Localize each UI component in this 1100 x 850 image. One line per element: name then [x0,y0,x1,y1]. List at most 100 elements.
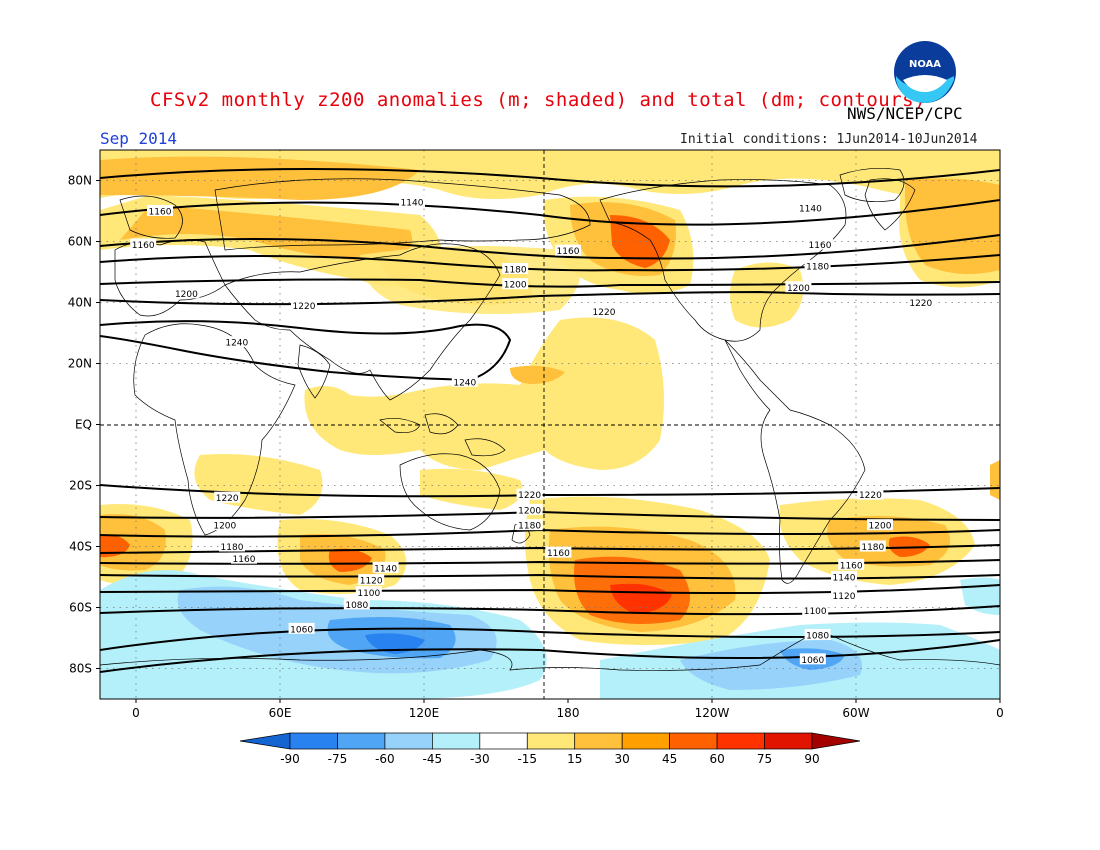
chart-title: CFSv2 monthly z200 anomalies (m; shaded)… [150,89,927,111]
contour-label-bg [372,561,399,573]
coastlines [100,168,1000,671]
contour-label: 1160 [840,561,863,571]
contour-label-bg [173,287,200,299]
contour-label: 1200 [213,522,236,532]
contour-label: 1240 [453,378,476,388]
colorbar-swatch [716,732,765,750]
colorbar-swatch [526,732,576,750]
lon-label: 60E [269,706,292,720]
contour-label-bg [223,336,250,348]
lat-label: 60S [69,601,92,615]
contour-label: 1160 [557,247,580,257]
contour-label-bg [555,244,581,256]
contour-label-bg [838,558,865,570]
contour-label-bg [807,238,833,250]
contour-label: 1060 [290,625,313,635]
colorbar-tick-label: 90 [804,752,819,766]
contour-label: 1140 [401,198,424,208]
contour-label: 1120 [360,577,383,587]
contour-label-bg [231,552,257,564]
colorbar-swatch [289,732,338,750]
contour-label-bg [502,262,529,274]
contour-label-bg [211,519,238,531]
contour-label: 1180 [504,265,527,275]
contour-label-bg [804,628,831,640]
lon-label: 180 [557,706,580,720]
contour-label: 1220 [859,491,882,501]
contour-label: 1160 [132,241,155,251]
contour-label-bg [591,305,617,317]
lon-label: 120E [409,706,440,720]
contour-label: 1160 [809,241,832,251]
contour-label: 1080 [345,601,368,611]
contour-label: 1160 [233,555,256,565]
colorbar-legend: -90 -75 -60 -45 -30 -15 15 30 45 60 75 90 [239,732,861,766]
colorbar-swatch [669,732,718,750]
contour-label: 1160 [547,549,570,559]
contour-label-bg [867,519,893,531]
contour-label-bg [399,195,425,207]
colorbar-swatch [621,732,670,750]
contour-label-bg [214,491,241,503]
colorbar-swatch [337,732,386,750]
lat-lon-grid [100,150,1000,699]
colorbar-swatch [479,732,528,750]
contour-label: 1200 [175,290,198,300]
colorbar-tick-label: -45 [423,752,443,766]
contour-label-bg [804,259,831,271]
colorbar-tick-label: -15 [517,752,537,766]
colorbar-tick-label: -30 [470,752,490,766]
contour-label-bg [785,281,812,293]
contour-label: 1220 [593,308,616,318]
lon-label: 0 [132,706,140,720]
lat-label: 20N [68,357,92,371]
contour-label: 1120 [833,592,856,602]
contour-label-bg [516,519,543,531]
contour-label-bg [799,653,826,665]
contour-label-bg [831,571,857,582]
colorbar-swatch [764,732,813,750]
lat-label: 60N [68,235,92,249]
lat-label: 40N [68,296,92,310]
contour-label: 1100 [804,607,827,617]
colorbar-swatch [239,732,291,750]
colorbar-tick-label: 15 [567,752,582,766]
lat-label: 40S [69,540,92,554]
contour-label: 1220 [518,491,541,501]
latitude-labels: 80N 60N 40N 20N EQ 20S 40S 60S 80S [68,174,100,676]
lat-label: 80S [69,662,92,676]
lat-label: 80N [68,174,92,188]
contour-label: 1160 [149,208,172,218]
contour-label-bg [147,205,173,216]
contour-label-bg [355,586,382,598]
colorbar-tick-label: -90 [280,752,300,766]
contour-label-bg [219,540,245,552]
contour-label-bg [802,604,829,616]
colorbar-tick-label: 75 [757,752,772,766]
contour-label: 1060 [801,656,824,666]
svg-text:NOAA: NOAA [909,59,941,70]
contour-label: 1200 [869,522,892,532]
contour-label: 1220 [216,494,239,504]
contour-label-bg [516,503,543,515]
contour-label: 1180 [806,262,829,272]
contour-label: 1220 [909,299,932,309]
lon-label: 60W [842,706,869,720]
contour-label: 1220 [293,302,316,312]
colorbar-swatch [384,732,433,750]
contour-label-bg [358,574,385,586]
contour-label: 1100 [357,589,380,599]
contour-label-bg [291,299,317,311]
contour-label: 1140 [374,564,397,574]
contour-label-bg [907,296,934,308]
initial-conditions-label: Initial conditions: 1Jun2014-10Jun2014 [680,132,978,147]
contour-label-bg [857,488,884,500]
lat-label: 20S [69,479,92,493]
contour-label: 1180 [518,522,541,532]
lat-label: EQ [75,418,92,432]
contour-label: 1200 [504,281,527,291]
contour-label-bg [343,598,370,610]
contour-label-bg [859,540,886,552]
longitude-labels: 0 60E 120E 180 120W 60W 0 [132,699,1004,720]
contour-label-bg [130,238,157,250]
